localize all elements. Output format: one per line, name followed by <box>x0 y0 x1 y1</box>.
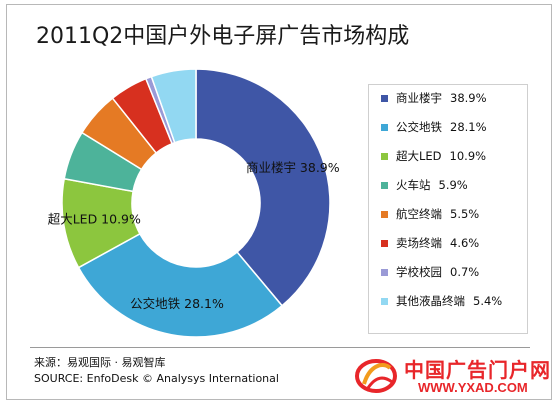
watermark-name: 中国广告门户网 <box>404 358 551 382</box>
legend-swatch <box>381 123 388 131</box>
legend-swatch <box>381 152 388 160</box>
legend-item: 超大LED 10.9% <box>381 145 527 167</box>
slice-data-label: 超大LED 10.9% <box>48 211 141 226</box>
legend-value: 5.4% <box>473 294 503 308</box>
legend-swatch <box>381 181 388 189</box>
legend-label: 学校校园 <box>396 265 442 279</box>
donut-slice-labels: 商业楼宇 38.9% 公交地铁 28.1% 超大LED 10.9% <box>48 160 340 311</box>
chart-legend: 商业楼宇 38.9% 公交地铁 28.1% 超大LED 10.9% 火车站 5.9% 航空终端 5… <box>368 84 528 334</box>
legend-item: 火车站 5.9% <box>381 174 527 196</box>
source-cn: 来源：易观国际 · 易观智库 <box>34 356 166 369</box>
legend-label: 卖场终端 <box>396 236 442 250</box>
legend-value: 10.9% <box>449 149 487 163</box>
legend-swatch <box>381 268 388 276</box>
legend-item: 学校校园 0.7% <box>381 261 527 283</box>
source-en: SOURCE: EnfoDesk © Analysys Internationa… <box>34 372 279 385</box>
legend-label: 超大LED <box>396 149 442 163</box>
legend-value: 4.6% <box>450 236 480 250</box>
legend-label: 商业楼宇 <box>396 91 442 105</box>
slice-data-label: 公交地铁 28.1% <box>130 296 224 311</box>
legend-label: 火车站 <box>396 178 431 192</box>
watermark-url: WWW.YXAD.COM <box>418 380 528 395</box>
chart-title: 2011Q2中国户外电子屏广告市场构成 <box>36 24 410 49</box>
legend-swatch <box>381 297 388 305</box>
legend-swatch <box>381 210 388 218</box>
slice-data-label: 商业楼宇 38.9% <box>246 160 340 175</box>
legend-item: 商业楼宇 38.9% <box>381 87 527 109</box>
legend-value: 5.9% <box>438 178 468 192</box>
watermark: 中国广告门户网 WWW.YXAD.COM <box>354 352 550 398</box>
legend-label: 航空终端 <box>396 207 442 221</box>
legend-label: 公交地铁 <box>396 120 442 134</box>
legend-item: 其他液晶终端 5.4% <box>381 290 527 312</box>
donut-slice <box>195 68 331 307</box>
donut-slice <box>150 68 197 144</box>
legend-value: 5.5% <box>450 207 480 221</box>
donut-slice <box>77 232 284 338</box>
legend-label: 其他液晶终端 <box>396 294 465 308</box>
legend-item: 卖场终端 4.6% <box>381 232 527 254</box>
legend-swatch <box>381 94 388 102</box>
donut-slices <box>61 68 331 338</box>
legend-value: 0.7% <box>450 265 480 279</box>
legend-item: 航空终端 5.5% <box>381 203 527 225</box>
footer-divider <box>30 347 530 348</box>
legend-value: 38.9% <box>450 91 487 105</box>
watermark-logo-icon <box>355 359 397 393</box>
legend-swatch <box>381 239 388 247</box>
legend-item: 公交地铁 28.1% <box>381 116 527 138</box>
legend-value: 28.1% <box>450 120 487 134</box>
